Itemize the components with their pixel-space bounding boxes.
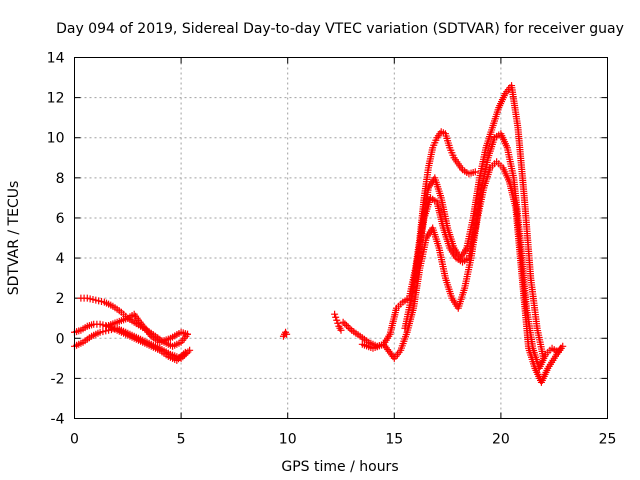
x-tick-label: 5 <box>177 432 186 448</box>
y-tick-label: 14 <box>47 51 65 67</box>
series-arc-2 <box>71 324 194 362</box>
data-point <box>339 318 347 326</box>
series-arc-7 <box>339 128 479 350</box>
data-point <box>331 310 339 318</box>
data-point <box>344 323 352 331</box>
axis-ticks: -4 -2 0 2 4 6 8 10 12 14 0 5 10 15 20 25 <box>47 51 617 448</box>
y-axis-label: SDTVAR / TECUs <box>6 181 22 296</box>
series-arc-4 <box>102 310 191 346</box>
series-arc-10 <box>412 82 548 362</box>
y-tick-label: 2 <box>56 291 65 307</box>
chart-title: Day 094 of 2019, Sidereal Day-to-day VTE… <box>56 21 624 37</box>
data-point <box>341 320 349 328</box>
data-point <box>471 168 479 176</box>
y-tick-label: 10 <box>47 131 65 147</box>
data-point <box>181 351 189 359</box>
x-tick-label: 15 <box>385 432 403 448</box>
data-point <box>283 330 291 338</box>
data-point <box>333 316 341 324</box>
x-tick-label: 10 <box>279 432 297 448</box>
data-point <box>182 350 190 358</box>
x-tick-label: 0 <box>70 432 79 448</box>
data-point <box>332 313 340 321</box>
y-tick-label: -2 <box>51 371 65 387</box>
data-point <box>346 325 354 333</box>
data-point <box>179 353 187 361</box>
y-tick-label: 0 <box>56 331 65 347</box>
y-tick-label: 8 <box>56 171 65 187</box>
data-point <box>177 354 185 362</box>
data-point <box>183 330 191 338</box>
y-tick-label: 4 <box>56 251 65 267</box>
data-point <box>540 354 548 362</box>
x-axis-label: GPS time / hours <box>281 459 398 475</box>
data-point <box>184 348 192 356</box>
data-point <box>559 342 567 350</box>
series-arc-1 <box>71 320 189 364</box>
x-tick-label: 20 <box>492 432 510 448</box>
y-tick-label: -4 <box>51 412 65 428</box>
data-point <box>343 321 351 329</box>
data-point <box>186 346 194 354</box>
data-point <box>334 319 342 327</box>
y-tick-label: 12 <box>47 91 65 107</box>
plot-frame <box>74 57 608 419</box>
data-point <box>337 326 345 334</box>
series-arc-5 <box>279 328 291 340</box>
series-arc-6 <box>331 310 345 334</box>
y-tick-label: 6 <box>56 211 65 227</box>
x-tick-label: 25 <box>599 432 617 448</box>
data-points <box>71 82 567 386</box>
